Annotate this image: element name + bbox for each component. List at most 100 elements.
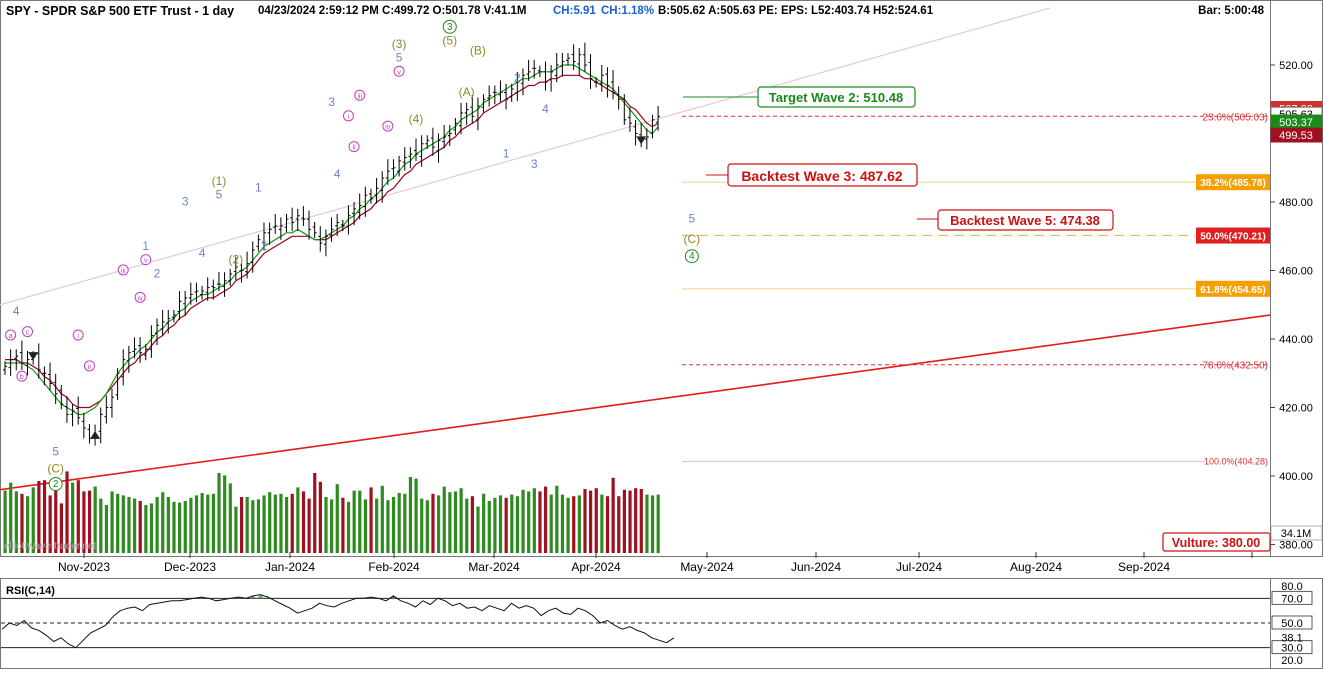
- signal-triangle: [28, 352, 39, 361]
- volume-bar: [380, 485, 384, 553]
- fib-level-label: 50.0%(470.21): [1200, 232, 1266, 243]
- fib-level-badge: [1196, 174, 1270, 191]
- wave-label: 1: [255, 181, 262, 195]
- fib-level-label: 23.6%(505.03): [1202, 112, 1268, 123]
- quote-readout: 04/23/2024 2:59:12 PM C:499.72 O:501.78 …: [258, 5, 527, 17]
- volume-bar: [543, 486, 548, 553]
- price-bar: [425, 135, 430, 149]
- date-tick-label: May-2024: [680, 560, 734, 574]
- price-bar: [459, 102, 464, 135]
- price-bar: [622, 94, 627, 125]
- change-points: CH:5.91: [553, 5, 596, 17]
- volume-bar: [476, 506, 480, 553]
- volume-bar: [594, 488, 598, 553]
- price-tick-label: 420.00: [1279, 403, 1313, 415]
- volume-bar: [549, 494, 553, 553]
- rsi-tick-box: [1271, 615, 1313, 630]
- fib-level-label: 100.0%(404.28): [1204, 456, 1268, 466]
- volume-bar: [228, 483, 232, 553]
- volume-bar: [572, 496, 576, 553]
- price-bar: [233, 256, 238, 281]
- volume-bar: [245, 497, 249, 553]
- price-bar: [656, 106, 661, 131]
- price-bar: [419, 135, 424, 167]
- price-panel-frame: [0, 0, 1323, 557]
- volume-bar: [256, 499, 261, 553]
- price-bar: [346, 205, 351, 235]
- price-bar: [430, 127, 435, 156]
- wave-label: iii: [357, 93, 362, 100]
- wave-label-circle: [348, 141, 360, 153]
- price-bar: [616, 86, 621, 110]
- wave-label: a: [9, 333, 13, 340]
- price-bar: [633, 119, 638, 146]
- price-tick-label: 520.00: [1279, 60, 1313, 72]
- rsi-tick-box: [1271, 640, 1313, 655]
- price-bar: [177, 291, 182, 320]
- price-bar: [549, 65, 554, 92]
- volume-bar: [121, 495, 125, 553]
- wave-label: 5: [216, 188, 223, 202]
- price-bar: [42, 366, 47, 386]
- price-bar: [599, 65, 604, 92]
- volume-bar: [189, 497, 193, 553]
- price-bar: [256, 234, 261, 252]
- price-bar: [436, 133, 441, 163]
- volume-bar: [521, 489, 525, 553]
- volume-bar: [200, 493, 204, 553]
- volume-bar: [138, 501, 142, 553]
- price-bar: [368, 188, 373, 204]
- date-tick-label: Apr-2024: [571, 560, 621, 574]
- volume-bar: [448, 492, 452, 553]
- volume-bar: [307, 498, 311, 553]
- price-bar: [14, 349, 19, 371]
- volume-bar: [352, 490, 356, 553]
- wave-label: (5): [442, 33, 457, 47]
- volume-bar: [239, 497, 244, 553]
- price-bar: [447, 124, 452, 147]
- volume-bar: [611, 477, 615, 553]
- target-wave2-callout[interactable]: Target Wave 2: 510.48: [683, 86, 916, 108]
- price-bar: [605, 67, 610, 98]
- price-bar: [273, 213, 278, 234]
- price-bar: [464, 102, 469, 125]
- backtest-wave5-callout[interactable]: Backtest Wave 5: 474.38: [917, 209, 1114, 231]
- volume-bar: [391, 497, 396, 553]
- volume-bar: [59, 503, 63, 553]
- volume-bar: [324, 497, 328, 553]
- date-tick-label: Jan-2024: [265, 560, 315, 574]
- price-bar: [594, 76, 599, 88]
- price-bar: [301, 206, 306, 226]
- volume-bar: [560, 494, 565, 553]
- volume-bar: [273, 494, 277, 553]
- volume-bar: [431, 493, 435, 553]
- volume-bar: [330, 499, 334, 553]
- wave-label: v: [144, 258, 148, 265]
- volume-bar: [386, 500, 390, 553]
- price-tick-label: 480.00: [1279, 197, 1313, 209]
- volume-bar: [622, 489, 626, 553]
- wave-label: 3: [531, 157, 538, 171]
- date-tick-label: Dec-2023: [164, 560, 216, 574]
- price-bar: [611, 69, 616, 100]
- channel-trendline: [0, 7, 1051, 306]
- rsi-tick-label: 20.0: [1281, 655, 1302, 667]
- price-bar: [267, 222, 272, 245]
- price-bar: [25, 350, 30, 376]
- wave-label: i: [77, 333, 79, 340]
- wave-label: (4): [409, 112, 424, 126]
- volume-bar: [650, 495, 655, 553]
- wave-labels-layer: 4a cb5(C)2iiiiiiivv12345(1)(2)123i4iiiiii…: [5, 19, 700, 491]
- watermark: elliottwave-trader.net: [4, 541, 96, 552]
- price-bar: [183, 291, 188, 316]
- price-tick-label: 440.00: [1279, 334, 1313, 346]
- price-bar: [171, 309, 176, 323]
- volume-bar: [172, 501, 176, 553]
- volume-bar: [223, 475, 227, 553]
- volume-bar: [217, 473, 221, 553]
- backtest-wave3-callout[interactable]: Backtest Wave 3: 487.62: [706, 163, 918, 187]
- volume-bar: [82, 491, 86, 553]
- rsi-axis: 80.070.0 50.0 30.020.0 38.1: [1271, 581, 1313, 667]
- date-tick-label: Sep-2024: [1118, 560, 1170, 574]
